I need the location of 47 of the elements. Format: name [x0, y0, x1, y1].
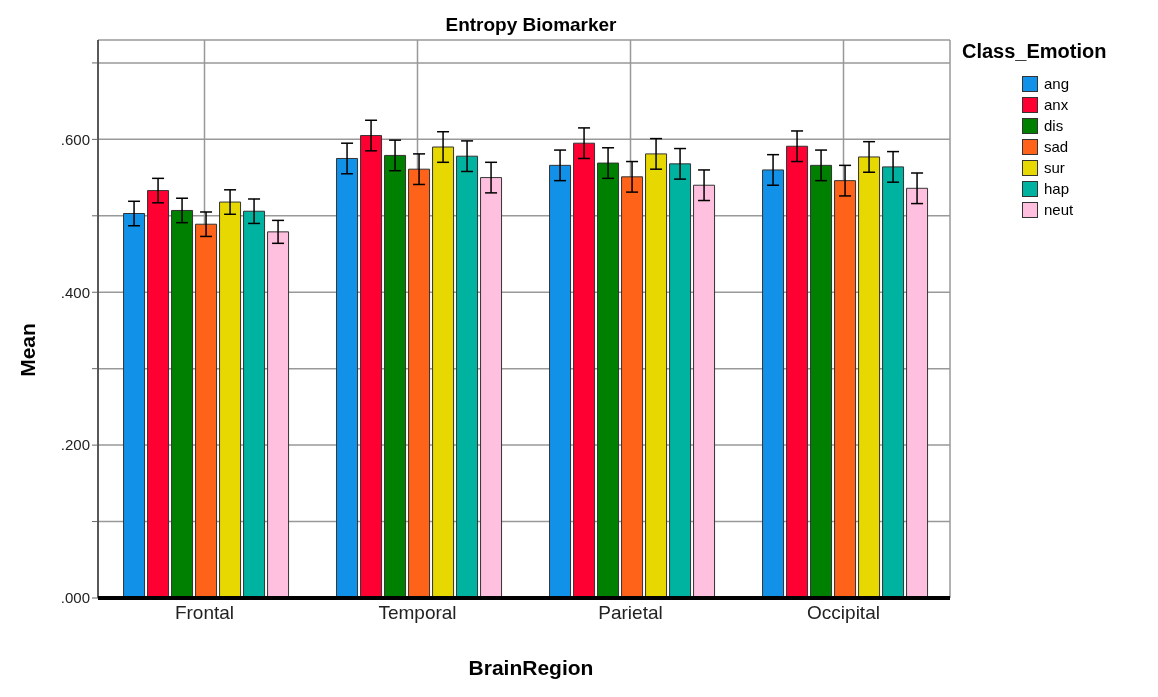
- bar: [834, 180, 857, 598]
- x-tick-label: Temporal: [378, 602, 457, 624]
- chart-title: Entropy Biomarker: [444, 14, 618, 36]
- bar: [456, 155, 479, 598]
- legend-label: ang: [1044, 75, 1070, 92]
- bar: [384, 154, 407, 598]
- x-tick-label: Parietal: [598, 602, 663, 624]
- bar: [621, 176, 644, 598]
- y-tick-label: .200: [60, 436, 90, 454]
- x-tick-label: Frontal: [174, 602, 235, 624]
- bar: [906, 187, 929, 598]
- bar: [147, 190, 170, 598]
- bar: [195, 223, 218, 598]
- bar: [171, 209, 194, 598]
- bar: [597, 162, 620, 598]
- bar: [432, 146, 455, 598]
- x-tick-label: Occipital: [807, 602, 880, 624]
- bar: [360, 135, 383, 598]
- bar: [669, 163, 692, 598]
- legend-title: Class_Emotion: [962, 40, 1108, 63]
- bar: [480, 177, 503, 598]
- y-axis-title: Mean: [16, 322, 40, 379]
- bar: [882, 166, 905, 598]
- bar: [336, 157, 359, 598]
- bar: [786, 145, 809, 598]
- bar: [219, 201, 242, 598]
- legend-label: anx: [1044, 96, 1069, 113]
- bar: [549, 164, 572, 598]
- x-axis-title: BrainRegion: [467, 656, 595, 680]
- legend-label: dis: [1044, 117, 1064, 134]
- y-tick-label: .400: [60, 283, 90, 301]
- bar: [123, 213, 146, 598]
- bar: [267, 231, 290, 598]
- legend-label: hap: [1044, 180, 1070, 197]
- y-tick-label: .000: [60, 589, 90, 607]
- bar: [408, 168, 431, 598]
- bar: [693, 184, 716, 598]
- bar: [243, 210, 266, 598]
- bar: [858, 156, 881, 598]
- y-tick-label: .600: [60, 130, 90, 148]
- bar: [573, 142, 596, 598]
- legend-label: sur: [1044, 159, 1065, 176]
- bar: [762, 169, 785, 598]
- legend-label: sad: [1044, 138, 1069, 155]
- bar: [810, 164, 833, 598]
- legend-label: neut: [1044, 201, 1074, 218]
- bar: [645, 153, 668, 598]
